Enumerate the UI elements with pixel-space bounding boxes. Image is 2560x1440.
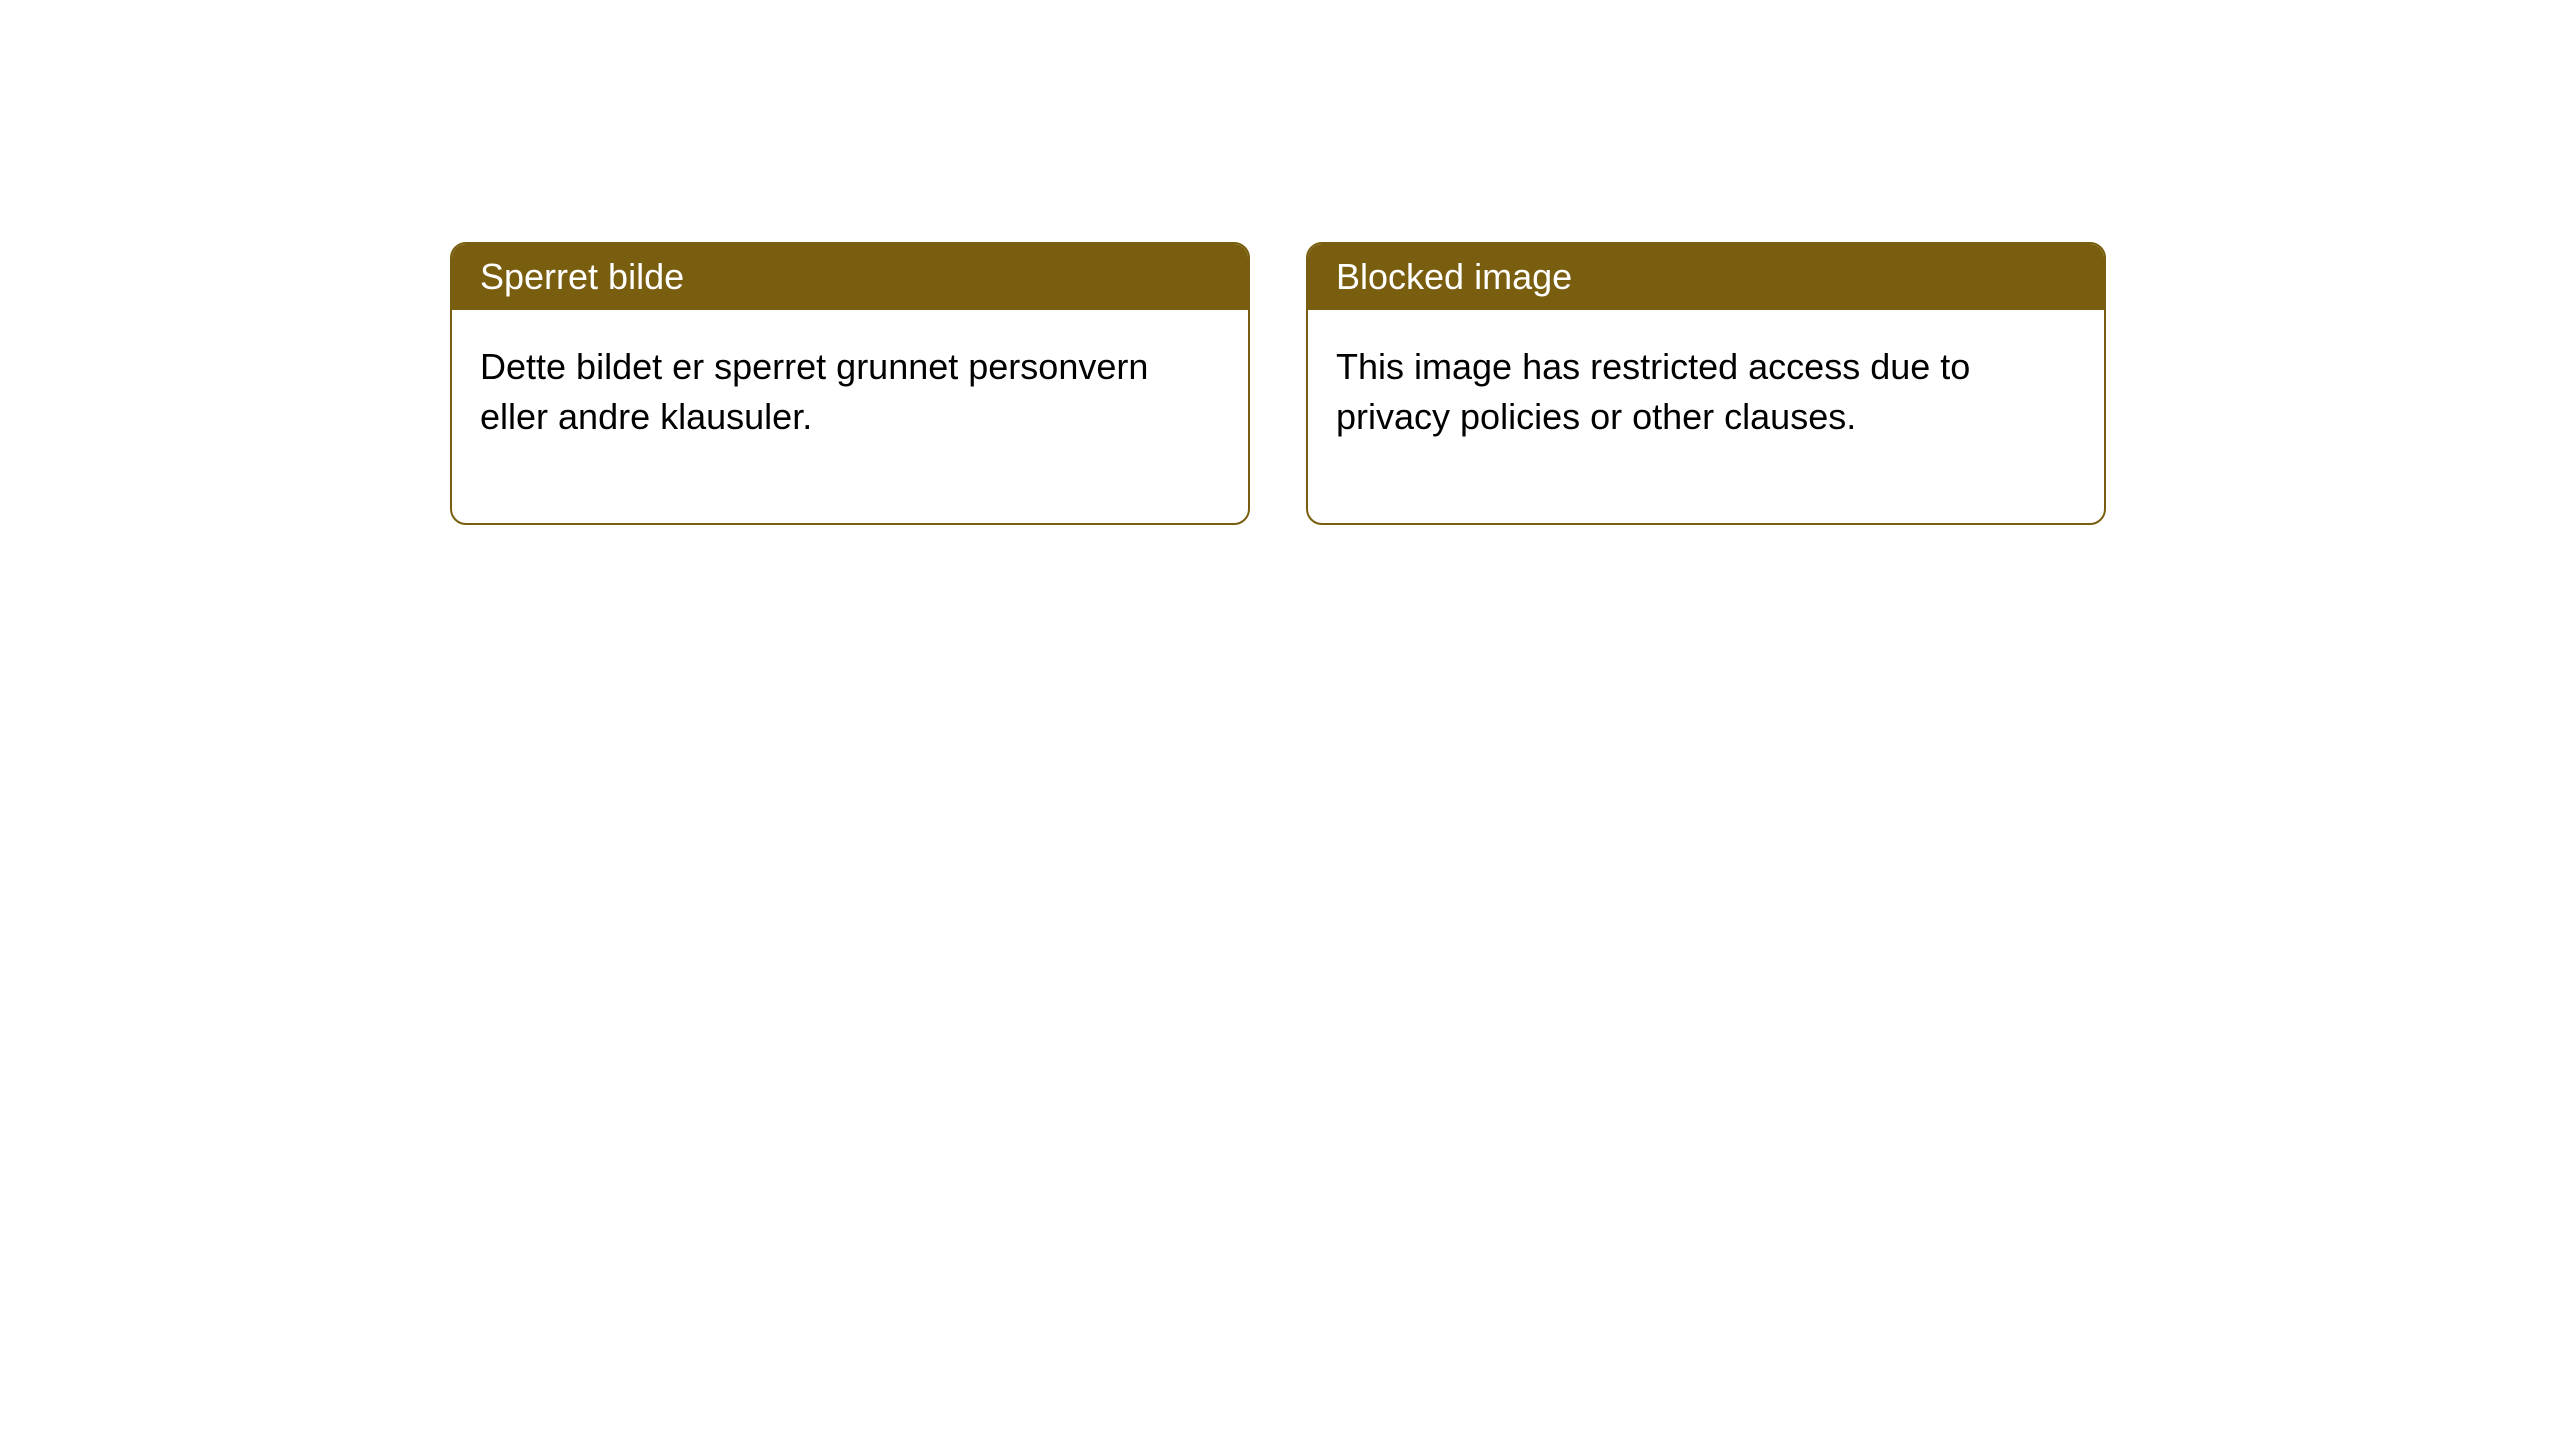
card-title: Blocked image [1336, 256, 1572, 297]
card-body: This image has restricted access due to … [1308, 310, 2104, 523]
card-header: Sperret bilde [452, 244, 1248, 310]
notice-card-english: Blocked image This image has restricted … [1306, 242, 2106, 525]
notice-card-norwegian: Sperret bilde Dette bildet er sperret gr… [450, 242, 1250, 525]
card-body-text: Dette bildet er sperret grunnet personve… [480, 346, 1148, 437]
card-title: Sperret bilde [480, 256, 684, 297]
card-body: Dette bildet er sperret grunnet personve… [452, 310, 1248, 523]
notice-cards-container: Sperret bilde Dette bildet er sperret gr… [450, 242, 2106, 525]
card-header: Blocked image [1308, 244, 2104, 310]
card-body-text: This image has restricted access due to … [1336, 346, 1970, 437]
